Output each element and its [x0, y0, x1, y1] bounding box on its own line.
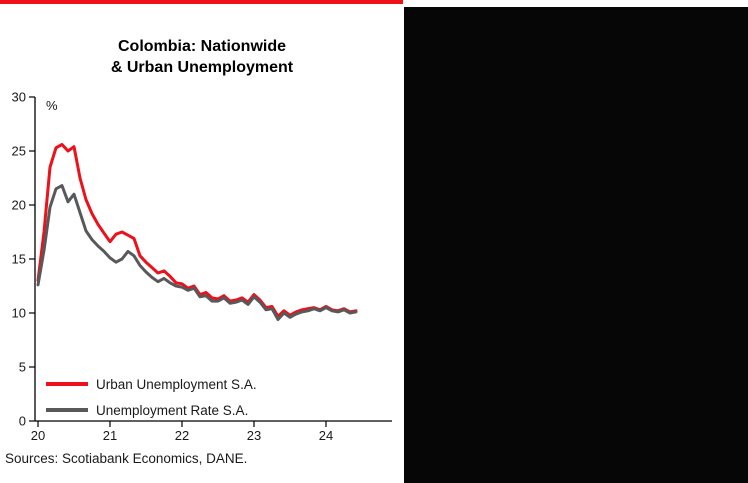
legend-label-urban: Urban Unemployment S.A. — [96, 376, 257, 392]
urban-line-swatch-icon — [46, 382, 88, 386]
chart-title-line1: Colombia: Nationwide — [118, 38, 286, 55]
right-black-panel — [404, 7, 748, 483]
y-axis-unit-label: % — [46, 98, 58, 113]
svg-text:0: 0 — [19, 414, 26, 429]
svg-text:22: 22 — [175, 428, 189, 443]
chart-title: Colombia: Nationwide & Urban Unemploymen… — [0, 36, 404, 78]
unemployment-chart: 0 5 10 15 20 25 30 20 21 22 23 24 Colombia: Nation… — [0, 36, 404, 466]
source-note: Sources: Scotiabank Economics, DANE. — [5, 451, 248, 466]
svg-text:30: 30 — [12, 90, 26, 105]
svg-text:20: 20 — [12, 198, 26, 213]
svg-text:5: 5 — [19, 360, 26, 375]
svg-text:24: 24 — [319, 428, 333, 443]
legend-item-urban: Urban Unemployment S.A. — [46, 371, 257, 397]
svg-text:25: 25 — [12, 144, 26, 159]
chart-series-lines — [36, 143, 358, 321]
chart-title-line2: & Urban Unemployment — [110, 59, 294, 76]
chart-legend: Urban Unemployment S.A. Unemployment Rat… — [46, 371, 257, 423]
svg-text:21: 21 — [103, 428, 117, 443]
legend-label-nationwide: Unemployment Rate S.A. — [96, 402, 249, 418]
chart-plot-area: 0 5 10 15 20 25 30 20 21 22 23 24 — [12, 90, 392, 443]
svg-text:23: 23 — [247, 428, 261, 443]
x-axis-ticks: 20 21 22 23 24 — [31, 421, 333, 443]
svg-text:20: 20 — [31, 428, 45, 443]
y-axis-ticks: 0 5 10 15 20 25 30 — [12, 90, 35, 429]
nationwide-line-swatch-icon — [46, 408, 88, 412]
svg-text:10: 10 — [12, 306, 26, 321]
legend-item-nationwide: Unemployment Rate S.A. — [46, 397, 257, 423]
svg-text:15: 15 — [12, 252, 26, 267]
top-red-rule — [0, 0, 403, 4]
